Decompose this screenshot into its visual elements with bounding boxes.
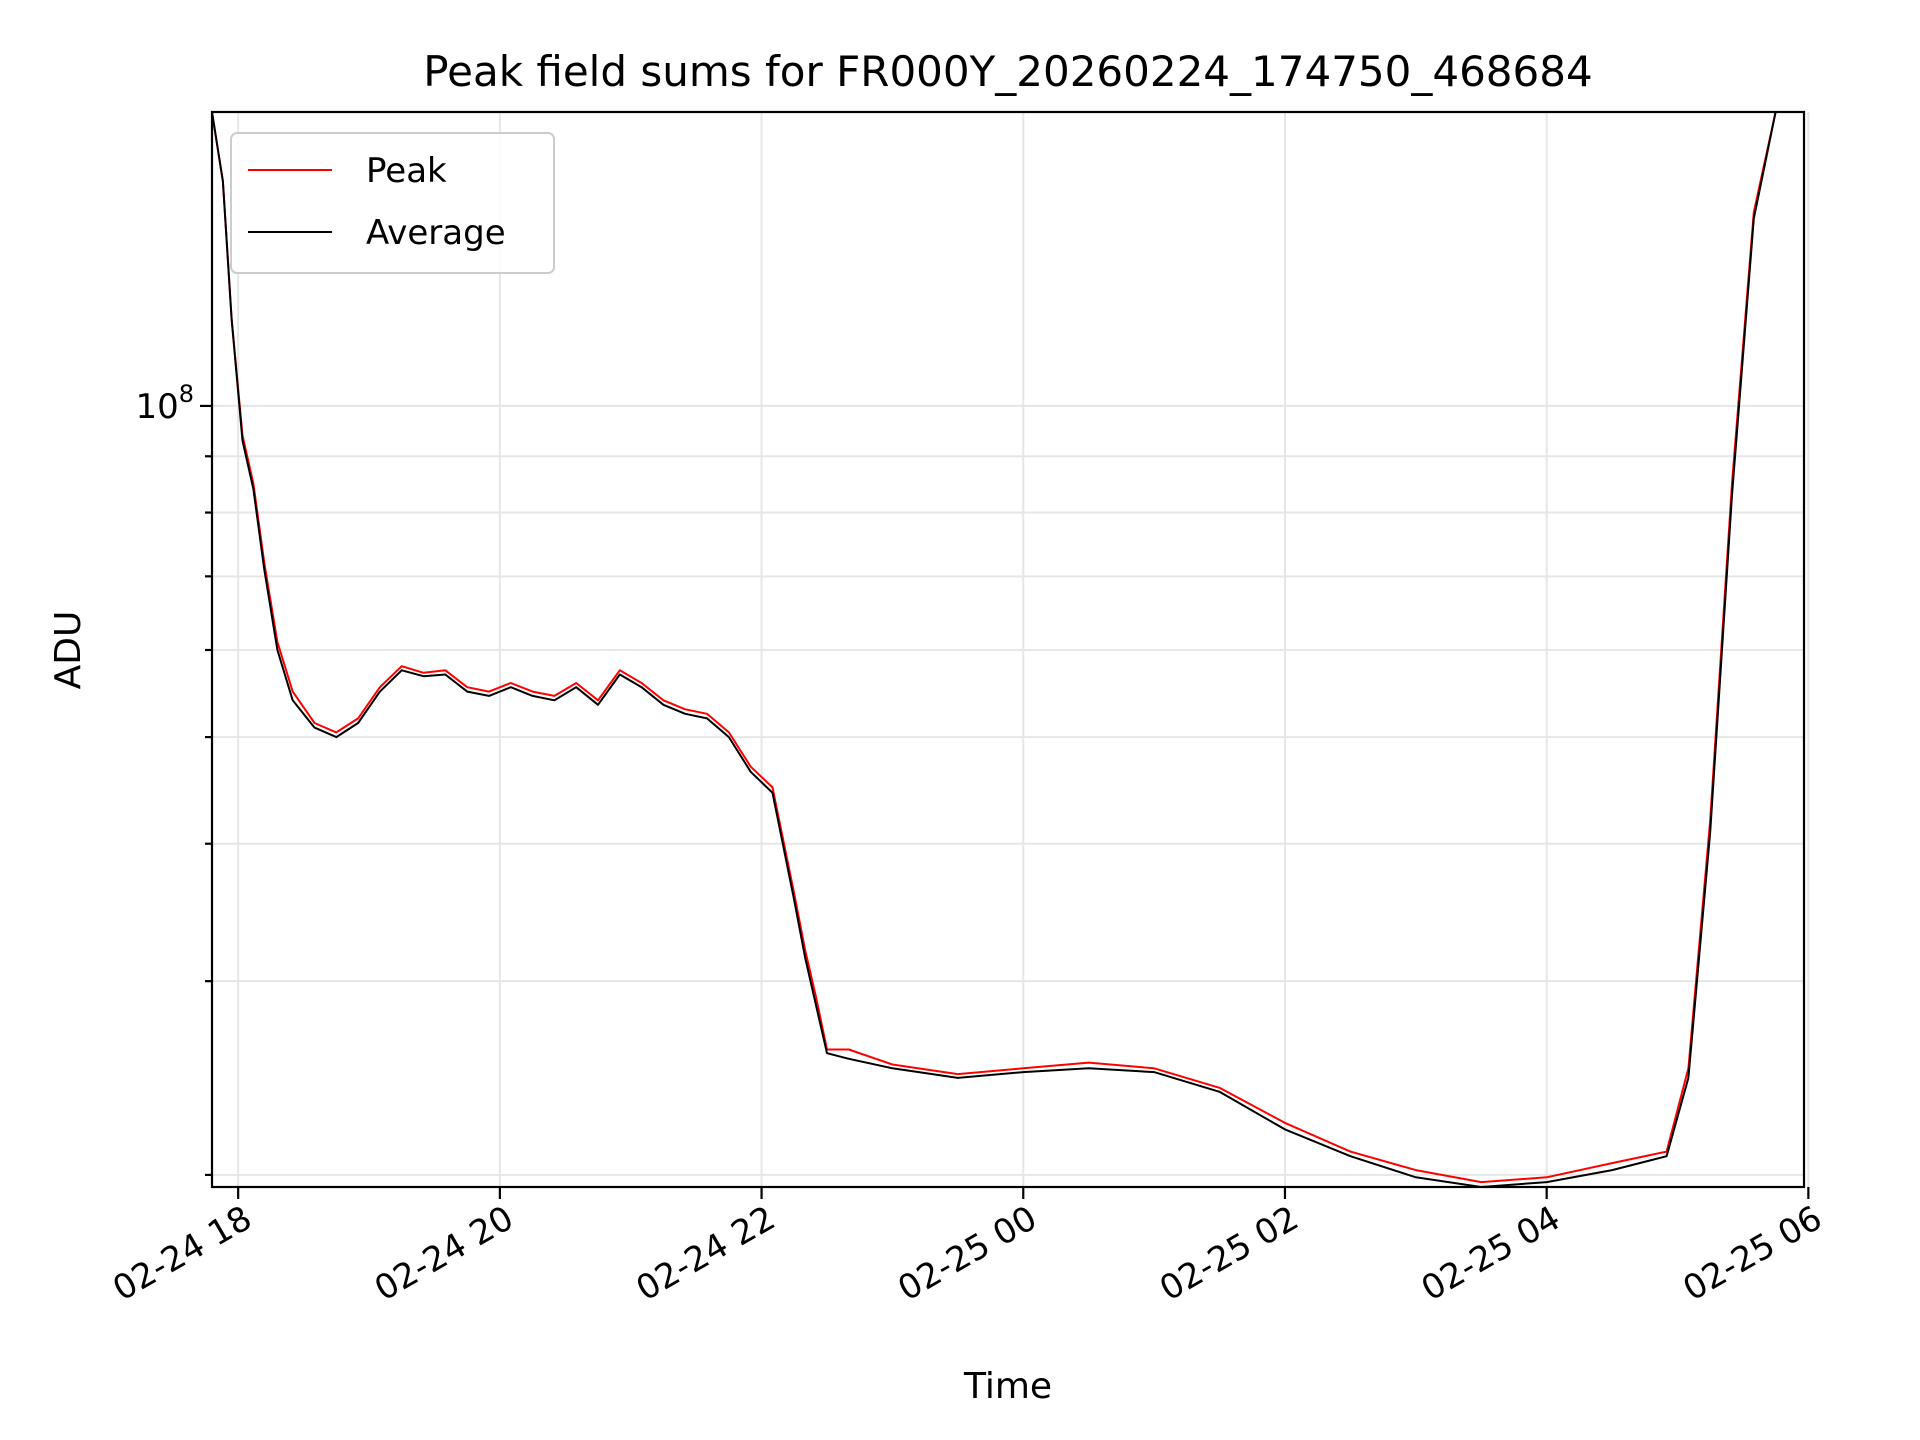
y-tick-label: 108	[135, 380, 194, 427]
y-axis: 108	[135, 380, 212, 1177]
y-axis-label: ADU	[48, 611, 89, 690]
x-tick-label: 02-25 06	[1676, 1198, 1828, 1309]
x-tick-label: 02-24 18	[106, 1198, 258, 1309]
chart-title: Peak field sums for FR000Y_20260224_1747…	[423, 47, 1592, 96]
legend-label-peak: Peak	[366, 151, 447, 191]
series-line-average	[212, 112, 1777, 1187]
x-tick-label: 02-25 04	[1415, 1198, 1567, 1309]
legend-box	[230, 132, 555, 274]
x-tick-label: 02-25 02	[1153, 1198, 1305, 1309]
legend: Peak Average	[230, 132, 555, 274]
legend-label-average: Average	[366, 213, 506, 253]
x-tick-label: 02-24 20	[368, 1198, 520, 1309]
x-axis: 02-24 18 02-24 20 02-24 22 02-25 00 02-25 02…	[106, 1187, 1829, 1309]
x-axis-label: Time	[963, 1366, 1052, 1407]
x-tick-label: 02-24 22	[630, 1198, 782, 1309]
series-line-peak	[212, 112, 1777, 1184]
grid	[212, 112, 1810, 1187]
series-layer	[212, 112, 1777, 1187]
x-tick-label: 02-25 00	[891, 1198, 1043, 1309]
